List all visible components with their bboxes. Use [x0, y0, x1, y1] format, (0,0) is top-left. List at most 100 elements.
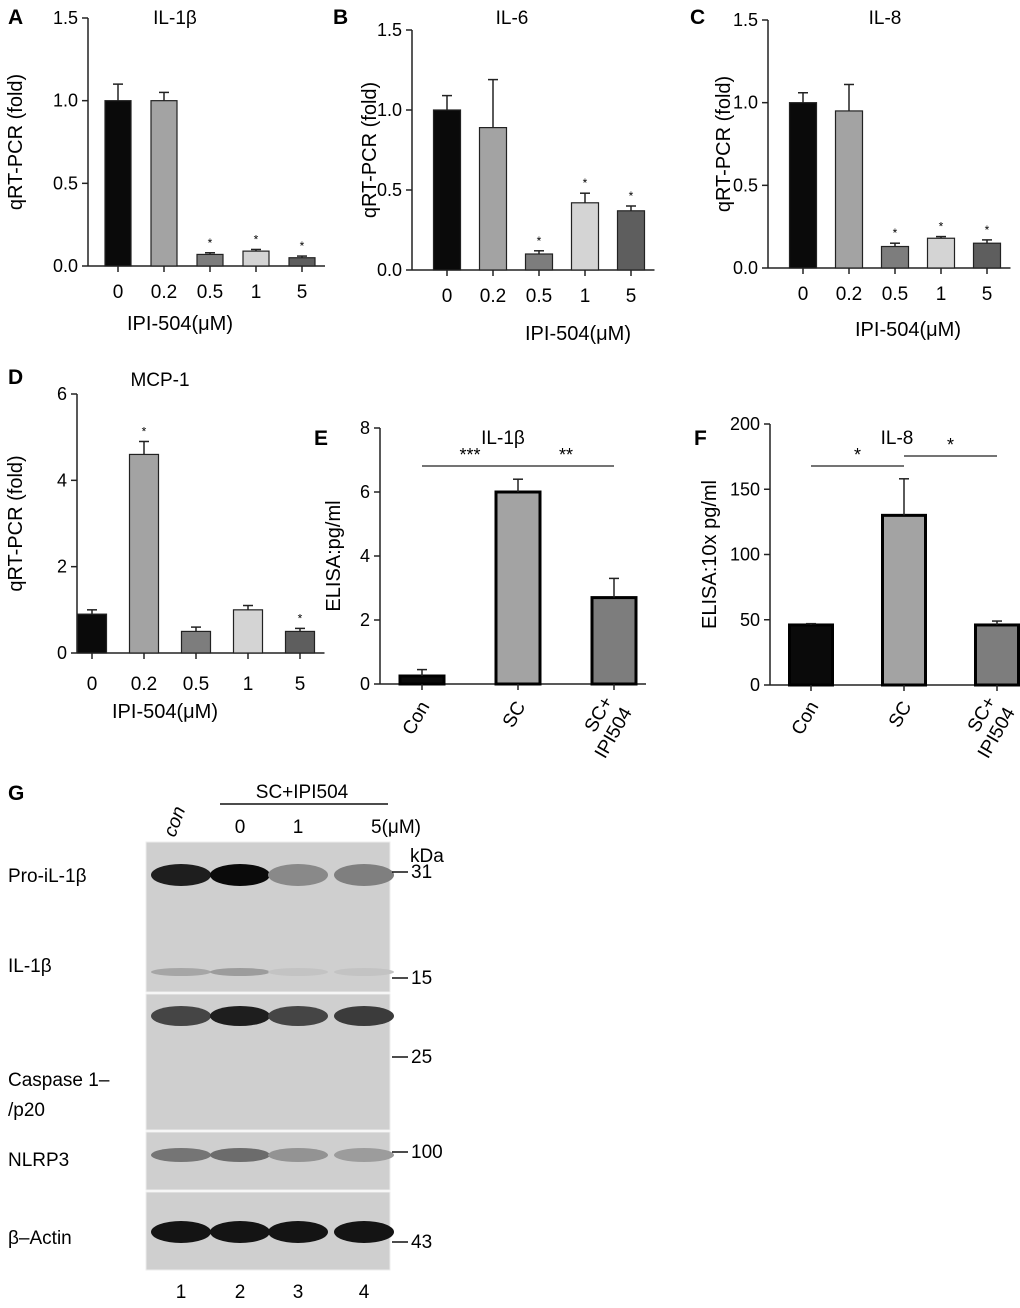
y-axis-label: ELISA:10x pg/ml: [699, 480, 721, 629]
x-tick-label: 1: [243, 674, 254, 695]
significance-star: *: [893, 226, 898, 240]
bar: [590, 596, 638, 686]
y-tick-label: 0: [57, 643, 67, 663]
bar: [880, 245, 910, 269]
y-tick-label: 0.0: [53, 256, 78, 276]
x-tick-label: 0: [442, 286, 453, 307]
y-tick-label: 1.5: [53, 8, 78, 28]
significance-star: *: [985, 223, 990, 237]
y-tick-label: 6: [57, 384, 67, 404]
bar: [524, 253, 554, 271]
panel-letter: E: [314, 427, 328, 450]
bar: [926, 237, 956, 269]
panel-a: A IL-1β 0.0 0.5 1.0 1.5 qRT-PCR (fold) 0 0.2 * 0.5…: [5, 6, 325, 335]
blot-band: [334, 1221, 394, 1243]
bar: [128, 453, 160, 654]
y-tick-label: 2: [57, 557, 67, 577]
significance-star: *: [208, 236, 213, 250]
significance-star: *: [583, 176, 588, 190]
x-axis-label: IPI-504(μM): [127, 313, 233, 335]
blot-band: [334, 1148, 394, 1162]
significance-star: *: [537, 234, 542, 248]
x-tick-label: SC: [499, 698, 530, 731]
blot-band: [210, 864, 270, 886]
lane-number: 4: [359, 1282, 370, 1303]
blot-row-label: Pro-iL-1β: [8, 866, 87, 887]
y-tick-label: 150: [730, 479, 760, 499]
bar: [494, 490, 542, 686]
panel-d: D MCP-1 0 2 4 6 qRT-PCR (fold) 0 * 0.2 0.5 1 * 5 IPI-5…: [5, 366, 325, 723]
y-tick-label: 0.0: [733, 258, 758, 278]
marker-label: 25: [411, 1047, 432, 1068]
significance-label: *: [854, 445, 861, 465]
chart-title: IL-8: [881, 428, 914, 449]
panel-letter: B: [333, 6, 348, 29]
blot-row-label: NLRP3: [8, 1150, 69, 1171]
y-tick-label: 4: [360, 546, 370, 566]
x-tick-label: 0.2: [151, 282, 177, 303]
x-tick-label: SC+IPI504: [572, 693, 637, 762]
blot-band: [334, 864, 394, 886]
bar: [788, 102, 818, 269]
blot-band: [268, 1148, 328, 1162]
y-axis-label: qRT-PCR (fold): [5, 74, 27, 210]
lane-number: 2: [235, 1282, 246, 1303]
x-tick-label: Con: [399, 698, 435, 739]
bar: [881, 513, 927, 687]
marker-label: 15: [411, 968, 432, 989]
marker-label: 100: [411, 1142, 443, 1163]
blot-row-label: /p20: [8, 1100, 45, 1121]
significance-star: *: [254, 232, 259, 246]
blot-row-label: Caspase 1–: [8, 1070, 110, 1091]
y-tick-label: 8: [360, 418, 370, 438]
significance-star: *: [300, 239, 305, 253]
y-tick-label: 50: [740, 610, 760, 630]
blot-row-label: β–Actin: [8, 1228, 72, 1249]
x-tick-label: 5: [297, 282, 308, 303]
significance-star: *: [298, 611, 303, 625]
lane-header: 5(μM): [371, 817, 421, 838]
blot-band: [151, 1221, 211, 1243]
y-axis-label: qRT-PCR (fold): [713, 76, 735, 212]
significance-star: *: [142, 424, 147, 438]
y-tick-label: 0.5: [53, 173, 78, 193]
y-axis-label: qRT-PCR (fold): [5, 455, 27, 591]
y-axis-label: ELISA:pg/ml: [323, 500, 345, 611]
x-tick-label: 5: [295, 674, 306, 695]
panel-letter: D: [8, 366, 23, 389]
bar: [284, 630, 316, 654]
y-tick-label: 1.0: [377, 100, 402, 120]
x-tick-label: 5: [982, 284, 993, 305]
chart-title: IL-8: [869, 8, 902, 29]
blot-row-label: IL-1β: [8, 956, 52, 977]
marker-label: 31: [411, 862, 432, 883]
blot-band: [151, 864, 211, 886]
blot-band: [210, 1221, 270, 1243]
blot-band: [151, 968, 211, 976]
panel-letter: A: [8, 6, 23, 29]
chart-title: IL-1β: [481, 428, 525, 449]
y-tick-label: 200: [730, 414, 760, 434]
x-tick-label: 1: [251, 282, 262, 303]
panel-g: G SC+IPI504 con 0 1 5(μM) kDa Pro-iL-1β IL-1β Cas…: [8, 782, 444, 1303]
bar: [974, 623, 1020, 687]
bar: [432, 109, 462, 271]
x-tick-label: 0: [113, 282, 124, 303]
significance-star: *: [629, 189, 634, 203]
bar: [104, 100, 132, 267]
blot-band: [334, 1006, 394, 1026]
x-tick-label: Con: [788, 698, 824, 739]
y-tick-label: 0: [360, 674, 370, 694]
lane-header: con: [160, 804, 190, 840]
blot-band: [210, 1148, 270, 1162]
bar: [232, 609, 264, 654]
y-tick-label: 0.5: [377, 180, 402, 200]
x-tick-label: 1: [580, 286, 591, 307]
y-tick-label: 0.5: [733, 175, 758, 195]
bar: [788, 623, 834, 687]
blot-band: [268, 1006, 328, 1026]
marker-label: 43: [411, 1232, 432, 1253]
x-tick-label: 0.5: [882, 284, 908, 305]
x-tick-label: 0: [87, 674, 98, 695]
